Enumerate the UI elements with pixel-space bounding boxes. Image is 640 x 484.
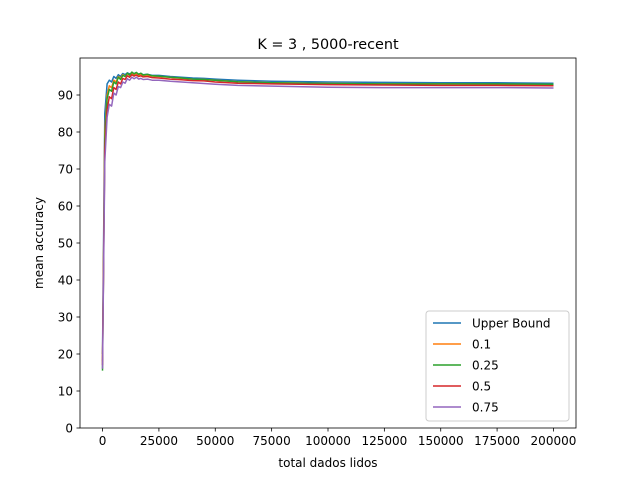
plot-lines: [101, 71, 554, 371]
axes-ticks: 0 25000 50000 75000 100000 125000 150000 175000…: [58, 88, 577, 448]
x-tick-label-6: 150000: [418, 434, 464, 448]
y-tick-label-0: 0: [65, 421, 73, 435]
chart-title: K = 3 , 5000-recent: [257, 37, 399, 53]
y-tick-label-2: 20: [58, 347, 73, 361]
legend-label-1: 0.1: [472, 337, 491, 351]
y-tick-label-3: 30: [58, 310, 73, 324]
x-tick-label-8: 200000: [531, 434, 577, 448]
legend: Upper Bound 0.1 0.25 0.5 0.75: [425, 310, 570, 422]
y-tick-label-5: 50: [58, 236, 73, 250]
x-tick-label-1: 25000: [140, 434, 178, 448]
x-tick-label-3: 75000: [253, 434, 291, 448]
y-tick-label-1: 10: [58, 384, 73, 398]
y-axis-label: mean accuracy: [32, 197, 46, 289]
legend-label-0: Upper Bound: [472, 316, 551, 330]
series-line-3: [101, 73, 554, 366]
series-line-4: [101, 76, 554, 369]
series-line-2: [101, 71, 554, 371]
y-tick-label-4: 40: [58, 273, 73, 287]
x-tick-label-4: 100000: [305, 434, 351, 448]
x-tick-label-7: 175000: [474, 434, 520, 448]
y-tick-label-8: 80: [58, 125, 73, 139]
y-tick-label-9: 90: [58, 88, 73, 102]
legend-label-3: 0.5: [472, 379, 491, 393]
legend-label-4: 0.75: [472, 400, 499, 414]
x-tick-label-2: 50000: [196, 434, 234, 448]
legend-entries: Upper Bound 0.1 0.25 0.5 0.75: [433, 316, 551, 414]
x-axis-label: total dados lidos: [278, 456, 377, 470]
axes-frame: [79, 57, 577, 429]
legend-box: [425, 310, 570, 422]
y-tick-label-6: 60: [58, 199, 73, 213]
x-tick-label-0: 0: [99, 434, 107, 448]
x-tick-label-5: 125000: [361, 434, 407, 448]
legend-label-2: 0.25: [472, 358, 499, 372]
y-tick-label-7: 70: [58, 162, 73, 176]
